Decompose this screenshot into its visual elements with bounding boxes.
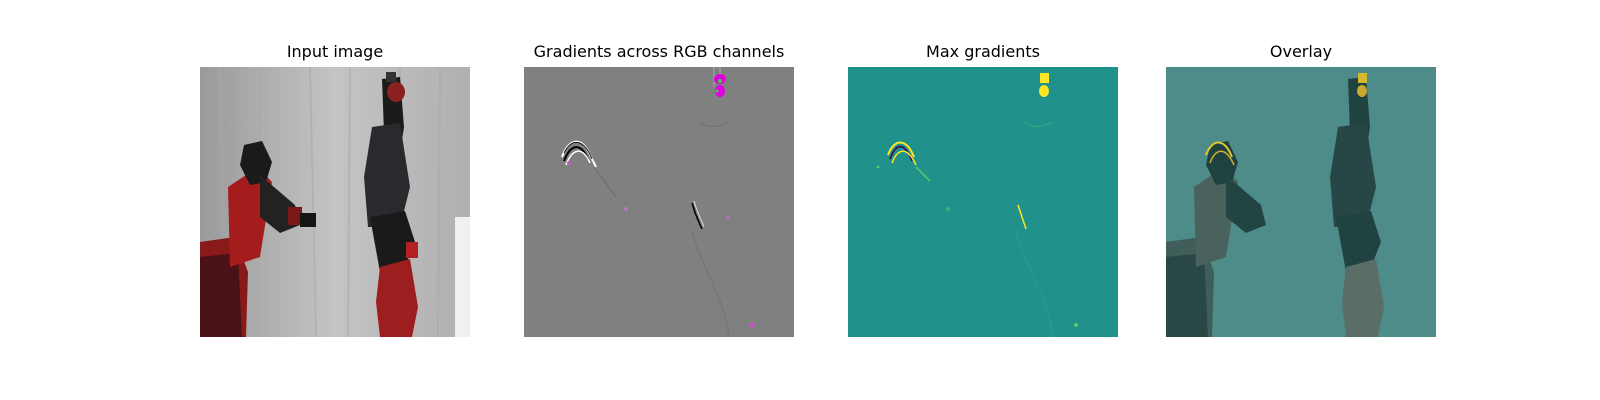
max-gradients-image: [848, 67, 1118, 337]
panel-gradients-rgb: Gradients across RGB channels: [524, 0, 794, 400]
panel-title: Overlay: [1166, 42, 1436, 61]
panel-title: Gradients across RGB channels: [524, 42, 794, 61]
gradients-rgb-image: [524, 67, 794, 337]
input-image: [200, 67, 470, 337]
overlay-image: [1166, 67, 1436, 337]
panel-max-gradients: Max gradients: [848, 0, 1118, 400]
panel-overlay: Overlay: [1166, 0, 1436, 400]
panel-title: Max gradients: [848, 42, 1118, 61]
panel-input-image: Input image: [200, 0, 470, 400]
panel-title: Input image: [200, 42, 470, 61]
